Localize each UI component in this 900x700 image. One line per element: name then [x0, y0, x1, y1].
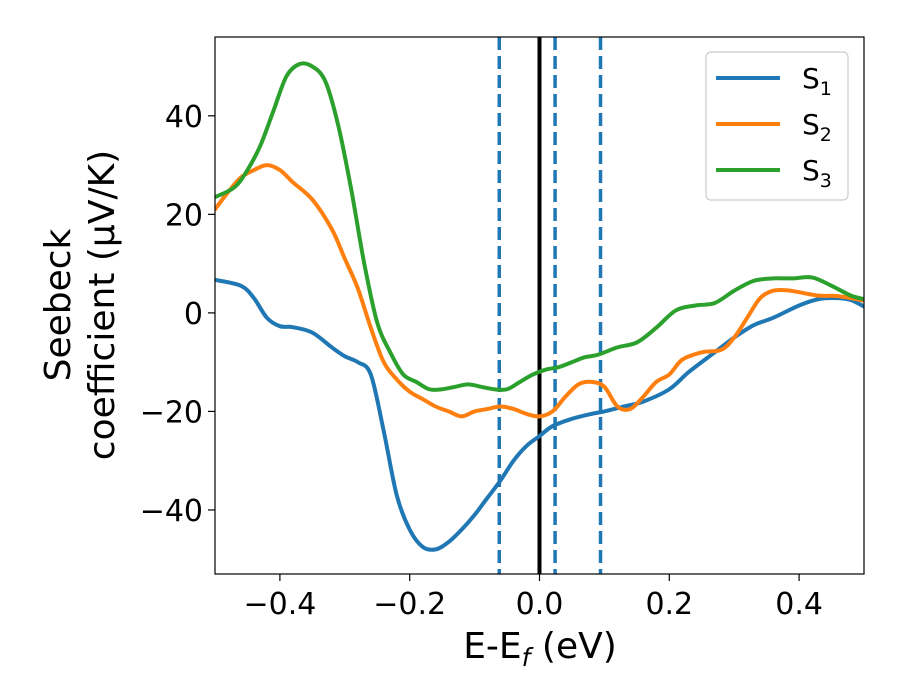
series-line-s2 [215, 163, 864, 419]
x-tick-label: 0.0 [516, 587, 564, 622]
x-axis-title: E-Ef (eV) [463, 626, 617, 672]
x-tick-label: −0.4 [243, 587, 316, 622]
y-tick-label: −40 [140, 494, 203, 529]
series-line-s3 [215, 61, 864, 392]
y-tick-label: 40 [165, 100, 203, 135]
legend-label-s1: S1 [802, 62, 832, 100]
x-tick-label: 0.2 [645, 587, 693, 622]
x-axis-title-unit: (eV) [530, 626, 616, 667]
y-axis-title-line1: Seebeck [38, 228, 79, 381]
y-axis-title: Seebeck coefficient (μV/K) [38, 150, 123, 460]
series-line-s1 [215, 277, 864, 552]
y-axis-ticks: −40 −20 0 20 40 [140, 100, 215, 529]
legend: S1 S2 S3 [705, 51, 849, 201]
x-axis-title-base: E-E [463, 626, 521, 667]
y-tick-label: −20 [140, 395, 203, 430]
y-tick-label: 20 [165, 198, 203, 233]
x-tick-label: 0.4 [775, 587, 823, 622]
x-axis-ticks: −0.4 −0.2 0.0 0.2 0.4 [243, 574, 823, 622]
series-lines [215, 61, 864, 552]
y-tick-label: 0 [184, 297, 203, 332]
legend-label-s3: S3 [802, 154, 832, 192]
vertical-lines [497, 37, 603, 574]
x-tick-label: −0.2 [373, 587, 446, 622]
y-axis-title-line2: coefficient (μV/K) [82, 150, 123, 460]
legend-label-s2: S2 [802, 108, 832, 146]
